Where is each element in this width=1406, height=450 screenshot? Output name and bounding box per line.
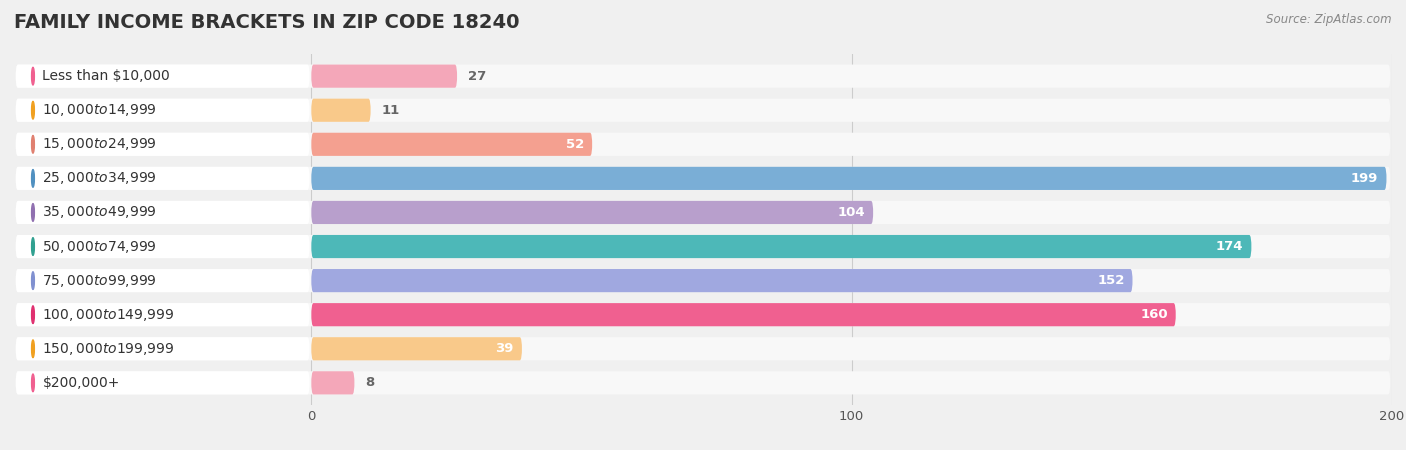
FancyBboxPatch shape <box>15 337 1391 360</box>
FancyBboxPatch shape <box>15 269 1391 292</box>
Text: 8: 8 <box>366 376 374 389</box>
FancyBboxPatch shape <box>15 235 1391 258</box>
Circle shape <box>31 68 34 85</box>
Text: 174: 174 <box>1216 240 1243 253</box>
Circle shape <box>31 238 34 255</box>
FancyBboxPatch shape <box>15 64 1391 88</box>
Text: 160: 160 <box>1140 308 1168 321</box>
Circle shape <box>31 101 34 119</box>
Text: $25,000 to $34,999: $25,000 to $34,999 <box>42 171 157 186</box>
Text: $50,000 to $74,999: $50,000 to $74,999 <box>42 238 157 255</box>
FancyBboxPatch shape <box>311 64 457 88</box>
Text: $200,000+: $200,000+ <box>42 376 120 390</box>
FancyBboxPatch shape <box>15 371 1391 395</box>
FancyBboxPatch shape <box>15 133 1391 156</box>
FancyBboxPatch shape <box>15 64 309 88</box>
Text: 11: 11 <box>381 104 399 117</box>
FancyBboxPatch shape <box>15 167 309 190</box>
FancyBboxPatch shape <box>311 337 522 360</box>
FancyBboxPatch shape <box>15 201 1391 224</box>
Circle shape <box>31 374 34 392</box>
Text: 27: 27 <box>468 70 486 83</box>
Text: Less than $10,000: Less than $10,000 <box>42 69 170 83</box>
Text: 39: 39 <box>495 342 513 355</box>
Text: $100,000 to $149,999: $100,000 to $149,999 <box>42 307 174 323</box>
Circle shape <box>31 135 34 153</box>
Text: 152: 152 <box>1097 274 1125 287</box>
FancyBboxPatch shape <box>15 269 309 292</box>
FancyBboxPatch shape <box>15 167 1391 190</box>
Text: $15,000 to $24,999: $15,000 to $24,999 <box>42 136 157 152</box>
FancyBboxPatch shape <box>15 201 309 224</box>
FancyBboxPatch shape <box>15 337 309 360</box>
FancyBboxPatch shape <box>311 167 1386 190</box>
FancyBboxPatch shape <box>311 99 371 122</box>
Circle shape <box>31 340 34 358</box>
Text: 199: 199 <box>1351 172 1378 185</box>
FancyBboxPatch shape <box>15 235 309 258</box>
Circle shape <box>31 204 34 221</box>
Text: 52: 52 <box>565 138 583 151</box>
Circle shape <box>31 306 34 324</box>
FancyBboxPatch shape <box>15 371 309 395</box>
FancyBboxPatch shape <box>311 235 1251 258</box>
FancyBboxPatch shape <box>311 303 1175 326</box>
FancyBboxPatch shape <box>15 99 309 122</box>
FancyBboxPatch shape <box>311 133 592 156</box>
Text: $35,000 to $49,999: $35,000 to $49,999 <box>42 204 157 220</box>
Text: $150,000 to $199,999: $150,000 to $199,999 <box>42 341 174 357</box>
FancyBboxPatch shape <box>311 371 354 395</box>
Text: $75,000 to $99,999: $75,000 to $99,999 <box>42 273 157 288</box>
Text: 104: 104 <box>838 206 865 219</box>
Circle shape <box>31 272 34 289</box>
FancyBboxPatch shape <box>15 99 1391 122</box>
FancyBboxPatch shape <box>15 133 309 156</box>
Circle shape <box>31 170 34 187</box>
Text: Source: ZipAtlas.com: Source: ZipAtlas.com <box>1267 14 1392 27</box>
FancyBboxPatch shape <box>311 269 1133 292</box>
Text: FAMILY INCOME BRACKETS IN ZIP CODE 18240: FAMILY INCOME BRACKETS IN ZIP CODE 18240 <box>14 14 520 32</box>
FancyBboxPatch shape <box>15 303 1391 326</box>
Text: $10,000 to $14,999: $10,000 to $14,999 <box>42 102 157 118</box>
FancyBboxPatch shape <box>311 201 873 224</box>
FancyBboxPatch shape <box>15 303 309 326</box>
